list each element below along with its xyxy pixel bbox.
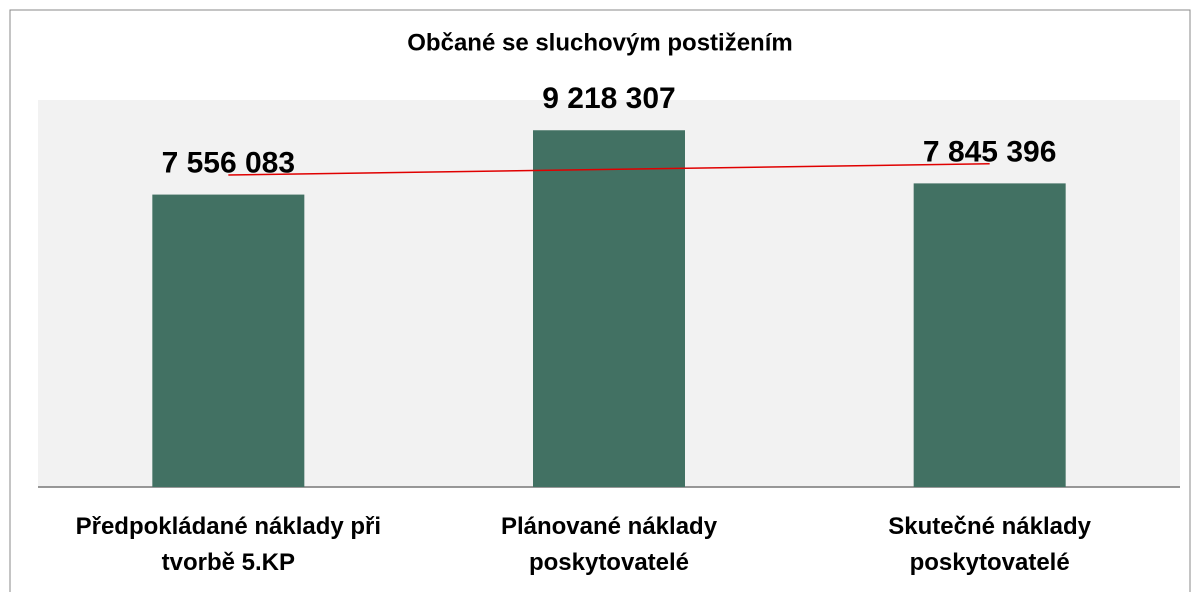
bar <box>152 194 305 487</box>
value-label: 7 845 396 <box>923 135 1056 168</box>
bar <box>533 130 685 487</box>
chart-border <box>9 9 1191 592</box>
x-tick-label: Předpokládané náklady při tvorbě 5.KP <box>75 513 382 576</box>
trendline <box>228 163 990 176</box>
bar <box>913 183 1066 487</box>
x-tick-label: Skutečné náklady poskytovatelé <box>888 513 1092 576</box>
x-tick-label: Plánované náklady poskytovatelé <box>500 513 718 576</box>
value-label: 9 218 307 <box>542 82 675 115</box>
chart-title: Občané se sluchovým postižením <box>407 29 792 56</box>
